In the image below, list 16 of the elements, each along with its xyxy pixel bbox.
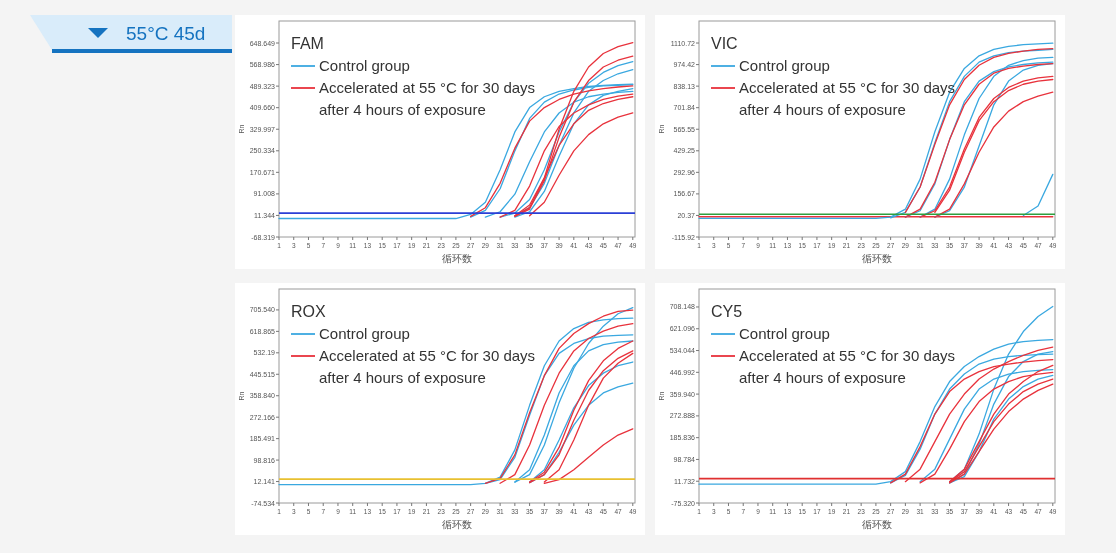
legend-label: Control group <box>319 325 410 342</box>
legend-label: Control group <box>319 57 410 74</box>
text: CY5 <box>711 303 743 320</box>
text: ROX <box>291 303 326 320</box>
text: FAM <box>291 35 324 52</box>
legend-label: Control group <box>739 57 830 74</box>
x-axis-title: 循环数 <box>442 519 472 530</box>
legend-label: Control group <box>739 325 830 342</box>
legend-label: Accelerated at 55 °C for 30 days after 4 hours of exposure <box>319 79 536 118</box>
x-axis-title: 循环数 <box>862 253 892 264</box>
x-axis-title: 循环数 <box>442 253 472 264</box>
text: VIC <box>711 35 738 52</box>
legend-label: Accelerated at 55 °C for 30 days after 4 hours of exposure <box>319 347 536 386</box>
x-axis-title: 循环数 <box>862 519 892 530</box>
text: 55°C 45d <box>126 23 206 44</box>
legend-label: Accelerated at 55 °C for 30 days after 4 hours of exposure <box>739 347 956 386</box>
